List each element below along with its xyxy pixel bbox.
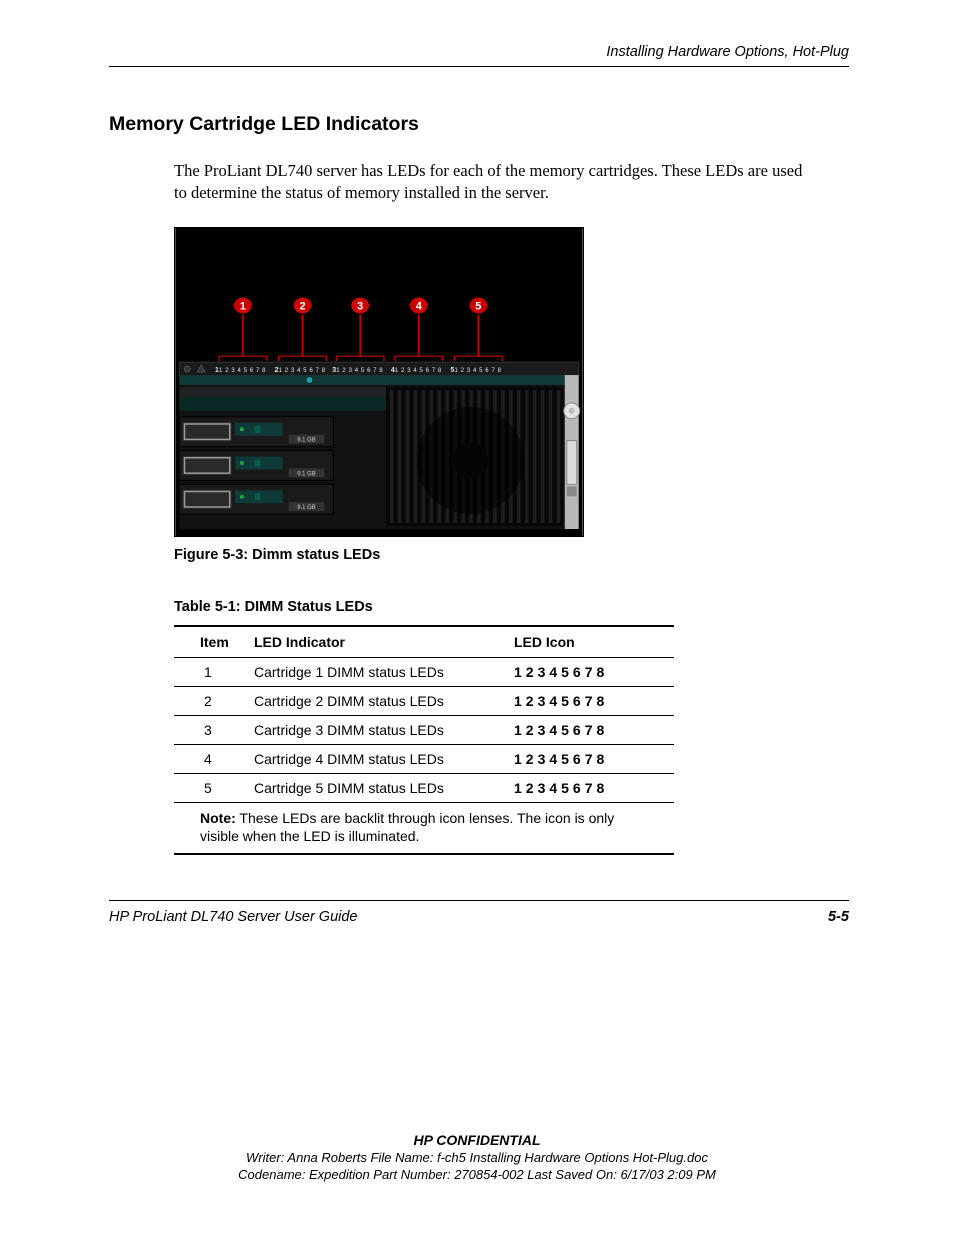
table-row: 2Cartridge 2 DIMM status LEDs12345678 bbox=[174, 686, 674, 715]
cell-item: 2 bbox=[174, 686, 254, 715]
table-row: 1Cartridge 1 DIMM status LEDs12345678 bbox=[174, 657, 674, 686]
intro-paragraph: The ProLiant DL740 server has LEDs for e… bbox=[174, 160, 814, 205]
cell-item: 3 bbox=[174, 715, 254, 744]
svg-text:5: 5 bbox=[475, 300, 481, 312]
col-item: Item bbox=[174, 626, 254, 658]
cell-indicator: Cartridge 5 DIMM status LEDs bbox=[254, 773, 514, 802]
cell-icon: 12345678 bbox=[514, 744, 674, 773]
svg-text:9.1 GB: 9.1 GB bbox=[297, 437, 316, 443]
cell-indicator: Cartridge 1 DIMM status LEDs bbox=[254, 657, 514, 686]
svg-text:1: 1 bbox=[240, 300, 246, 312]
cell-icon: 12345678 bbox=[514, 773, 674, 802]
cell-icon: 12345678 bbox=[514, 657, 674, 686]
cell-item: 1 bbox=[174, 657, 254, 686]
cell-item: 4 bbox=[174, 744, 254, 773]
note-text: These LEDs are backlit through icon lens… bbox=[200, 810, 614, 845]
svg-text:9.1 GB: 9.1 GB bbox=[297, 471, 316, 477]
svg-text:9.1 GB: 9.1 GB bbox=[297, 505, 316, 511]
footer-doc-title: HP ProLiant DL740 Server User Guide bbox=[109, 909, 358, 925]
note-label: Note: bbox=[200, 810, 236, 826]
cell-indicator: Cartridge 2 DIMM status LEDs bbox=[254, 686, 514, 715]
table-row: 3Cartridge 3 DIMM status LEDs12345678 bbox=[174, 715, 674, 744]
section-heading: Memory Cartridge LED Indicators bbox=[109, 113, 849, 136]
cell-icon: 12345678 bbox=[514, 686, 674, 715]
table-caption: Table 5-1: DIMM Status LEDs bbox=[174, 599, 849, 615]
page-footer: HP ProLiant DL740 Server User Guide 5-5 bbox=[109, 900, 849, 925]
table-header-row: Item LED Indicator LED Icon bbox=[174, 626, 674, 658]
confidential-line3: Codename: Expedition Part Number: 270854… bbox=[0, 1167, 954, 1182]
confidential-line1: HP CONFIDENTIAL bbox=[0, 1132, 954, 1148]
confidential-line2: Writer: Anna Roberts File Name: f-ch5 In… bbox=[0, 1150, 954, 1165]
dimm-status-figure: 1234511234567821234567831234567841234567… bbox=[174, 227, 584, 537]
figure-5-3: 1234511234567821234567831234567841234567… bbox=[174, 227, 849, 563]
cell-indicator: Cartridge 3 DIMM status LEDs bbox=[254, 715, 514, 744]
running-header: Installing Hardware Options, Hot-Plug bbox=[109, 44, 849, 67]
cell-icon: 12345678 bbox=[514, 715, 674, 744]
svg-text:2: 2 bbox=[299, 300, 305, 312]
svg-text:3: 3 bbox=[357, 300, 363, 312]
figure-caption: Figure 5-3: Dimm status LEDs bbox=[174, 547, 849, 563]
svg-text:4: 4 bbox=[416, 300, 422, 312]
table-note: Note: These LEDs are backlit through ico… bbox=[174, 803, 674, 856]
confidential-footer: HP CONFIDENTIAL Writer: Anna Roberts Fil… bbox=[0, 1132, 954, 1182]
dimm-status-table: Item LED Indicator LED Icon 1Cartridge 1… bbox=[174, 625, 674, 803]
table-row: 4Cartridge 4 DIMM status LEDs12345678 bbox=[174, 744, 674, 773]
footer-page-number: 5-5 bbox=[828, 909, 849, 925]
table-body: 1Cartridge 1 DIMM status LEDs123456782Ca… bbox=[174, 657, 674, 802]
cell-indicator: Cartridge 4 DIMM status LEDs bbox=[254, 744, 514, 773]
page-content: Installing Hardware Options, Hot-Plug Me… bbox=[109, 44, 849, 855]
col-indicator: LED Indicator bbox=[254, 626, 514, 658]
col-icon: LED Icon bbox=[514, 626, 674, 658]
cell-item: 5 bbox=[174, 773, 254, 802]
table-row: 5Cartridge 5 DIMM status LEDs12345678 bbox=[174, 773, 674, 802]
